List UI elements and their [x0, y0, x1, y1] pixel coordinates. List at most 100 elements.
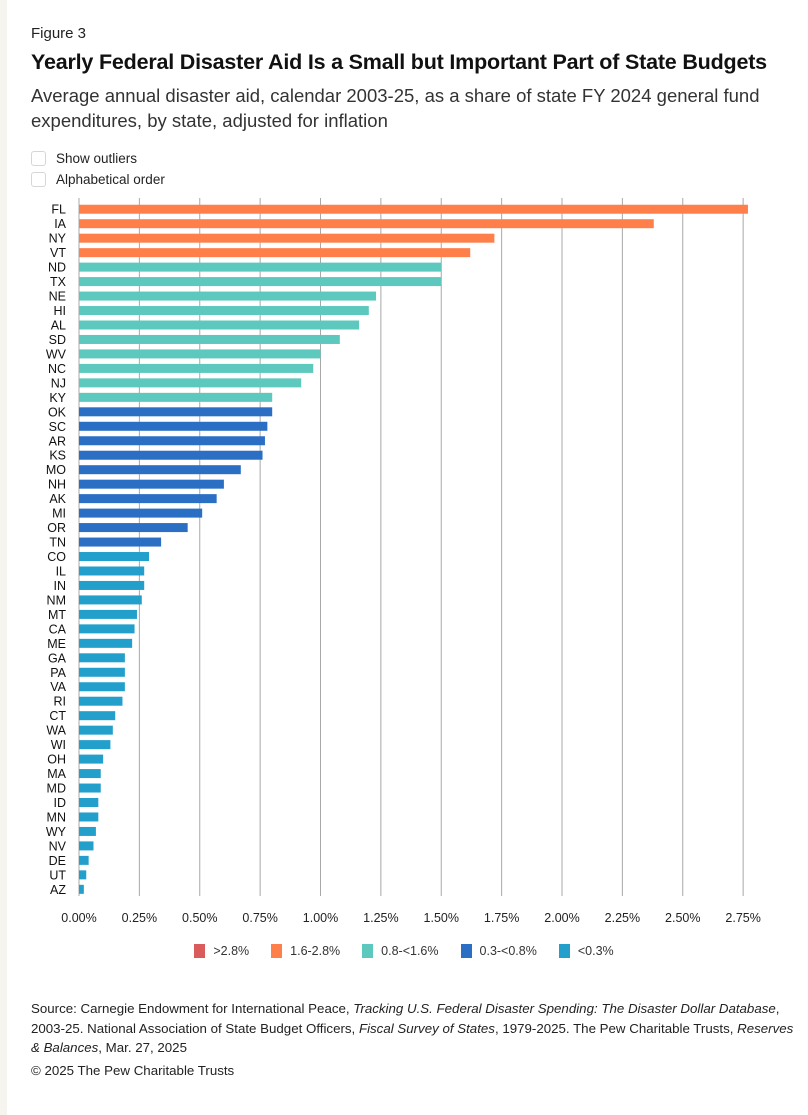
chart-title: Yearly Federal Disaster Aid Is a Small b… [31, 50, 767, 74]
bar-wa[interactable] [79, 725, 113, 735]
legend-swatch [362, 944, 374, 958]
bar-az[interactable] [79, 884, 84, 894]
show-outliers-checkbox[interactable] [31, 151, 46, 166]
state-label-ct: CT [49, 709, 66, 723]
bar-wv[interactable] [79, 349, 321, 359]
state-label-ky: KY [49, 391, 66, 405]
bar-hi[interactable] [79, 306, 369, 316]
bar-mo[interactable] [79, 465, 241, 475]
state-label-ca: CA [49, 622, 67, 636]
bar-ca[interactable] [79, 624, 135, 634]
alphabetical-order-checkbox[interactable] [31, 172, 46, 187]
legend-item-0-8-1-6-[interactable]: 0.8-<1.6% [362, 944, 439, 958]
state-label-va: VA [50, 680, 66, 694]
bar-va[interactable] [79, 682, 125, 692]
bar-fl[interactable] [79, 204, 748, 214]
bar-nd[interactable] [79, 262, 442, 272]
alphabetical-order-toggle[interactable]: Alphabetical order [31, 169, 165, 190]
bar-ak[interactable] [79, 494, 217, 504]
state-label-fl: FL [51, 203, 66, 217]
bar-ct[interactable] [79, 711, 116, 721]
bar-co[interactable] [79, 552, 150, 562]
state-label-sc: SC [49, 420, 66, 434]
x-tick-label: 1.50% [424, 911, 459, 925]
bar-sc[interactable] [79, 421, 268, 431]
state-label-wa: WA [46, 724, 66, 738]
state-label-tx: TX [50, 275, 67, 289]
bar-mt[interactable] [79, 609, 137, 619]
show-outliers-toggle[interactable]: Show outliers [31, 148, 165, 169]
state-label-in: IN [54, 579, 67, 593]
bar-pa[interactable] [79, 667, 125, 677]
state-label-oh: OH [47, 753, 66, 767]
show-outliers-label: Show outliers [56, 151, 138, 166]
bar-il[interactable] [79, 566, 145, 576]
bar-ut[interactable] [79, 870, 87, 880]
x-tick-label: 1.00% [303, 911, 338, 925]
x-tick-label: 2.25% [605, 911, 640, 925]
legend: >2.8% 1.6-2.8% 0.8-<1.6% 0.3-<0.8% <0.3% [0, 944, 808, 958]
state-labels: FLIANYVTNDTXNEHIALSDWVNCNJKYOKSCARKSMONH… [46, 203, 67, 897]
legend-label: >2.8% [213, 944, 250, 958]
x-tick-label: 0.00% [61, 911, 96, 925]
x-axis-tick-labels: 0.00% 0.25% 0.50% 0.75% 1.00% 1.25% 1.50% 1.75%… [61, 911, 761, 925]
bar-ga[interactable] [79, 653, 125, 663]
bar-wi[interactable] [79, 740, 111, 750]
bar-nv[interactable] [79, 841, 94, 851]
state-label-nh: NH [48, 478, 66, 492]
state-label-ok: OK [48, 405, 67, 419]
bar-ma[interactable] [79, 769, 101, 779]
x-tick-label: 0.50% [182, 911, 217, 925]
legend-item-0-3-0-8-[interactable]: 0.3-<0.8% [460, 944, 537, 958]
bar-wy[interactable] [79, 826, 96, 836]
state-label-ks: KS [49, 449, 66, 463]
state-label-hi: HI [54, 304, 67, 318]
state-label-co: CO [47, 550, 66, 564]
bar-id[interactable] [79, 798, 99, 808]
bar-mi[interactable] [79, 508, 203, 518]
bar-de[interactable] [79, 855, 89, 865]
bar-oh[interactable] [79, 754, 104, 764]
bar-in[interactable] [79, 580, 145, 590]
bar-me[interactable] [79, 638, 133, 648]
state-label-mo: MO [46, 463, 66, 477]
legend-label: 0.3-<0.8% [479, 944, 537, 958]
legend-swatch [460, 944, 472, 958]
bar-ia[interactable] [79, 219, 654, 229]
x-tick-label: 1.25% [363, 911, 398, 925]
bar-nm[interactable] [79, 595, 142, 605]
state-label-sd: SD [49, 333, 66, 347]
x-tick-label: 0.75% [242, 911, 277, 925]
state-label-ak: AK [49, 492, 66, 506]
bar-ks[interactable] [79, 450, 263, 460]
legend-item-1-6-2-8-[interactable]: 1.6-2.8% [271, 944, 340, 958]
source-mid-2: , 1979-2025. The Pew Charitable Trusts, [494, 1020, 738, 1036]
bar-tx[interactable] [79, 277, 442, 287]
bar-ne[interactable] [79, 291, 377, 301]
bar-ar[interactable] [79, 436, 265, 446]
bar-ri[interactable] [79, 696, 123, 706]
bar-md[interactable] [79, 783, 101, 793]
state-label-ne: NE [49, 290, 66, 304]
bar-mn[interactable] [79, 812, 99, 822]
bar-nj[interactable] [79, 378, 302, 388]
bar-nh[interactable] [79, 479, 224, 489]
state-label-nm: NM [47, 593, 66, 607]
bar-al[interactable] [79, 320, 360, 330]
bar-tn[interactable] [79, 537, 162, 547]
bar-ky[interactable] [79, 392, 273, 402]
state-label-ut: UT [49, 868, 66, 882]
bar-nc[interactable] [79, 363, 314, 373]
bar-ok[interactable] [79, 407, 273, 417]
state-label-ga: GA [48, 651, 67, 665]
state-label-nj: NJ [51, 376, 66, 390]
bar-ny[interactable] [79, 233, 495, 243]
legend-item--2-8-[interactable]: >2.8% [194, 944, 249, 958]
bar-vt[interactable] [79, 248, 471, 258]
legend-item--0-3-[interactable]: <0.3% [558, 944, 614, 958]
source-title-3: Reserves & Balances [31, 1020, 794, 1056]
bar-sd[interactable] [79, 334, 340, 344]
state-label-ia: IA [54, 217, 66, 231]
state-label-vt: VT [50, 246, 66, 260]
bar-or[interactable] [79, 523, 188, 533]
